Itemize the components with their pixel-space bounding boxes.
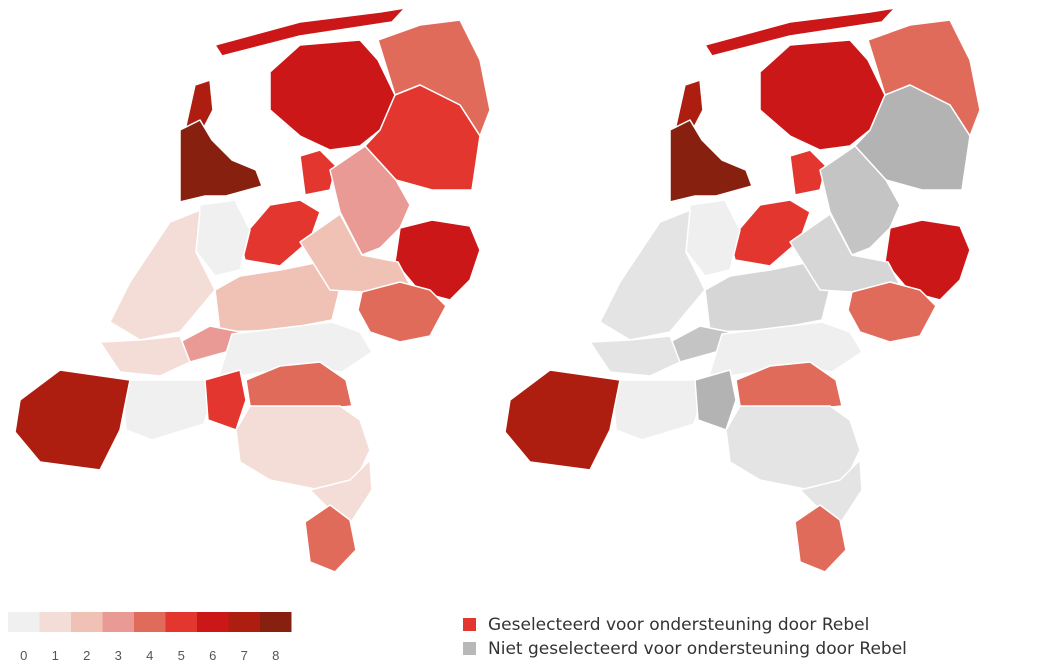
scale-label: 2 — [83, 648, 90, 663]
scale-label: 3 — [115, 648, 122, 663]
scale-label: 6 — [209, 648, 216, 663]
region — [794, 504, 847, 573]
region — [194, 199, 251, 277]
region — [99, 335, 191, 377]
legend-label: Geselecteerd voor ondersteuning door Reb… — [488, 615, 869, 635]
legend-swatch — [463, 642, 476, 655]
region — [235, 405, 371, 491]
scale-label: 1 — [52, 648, 59, 663]
region — [694, 369, 737, 431]
color-scale: 0 1 2 3 4 5 6 7 8 — [8, 612, 292, 663]
scale-cell — [165, 612, 197, 632]
scale-cell — [8, 612, 40, 632]
region — [364, 84, 481, 191]
region — [847, 281, 937, 343]
legend-label: Niet geselecteerd voor ondersteuning doo… — [488, 639, 907, 659]
region — [214, 7, 406, 57]
scale-label: 0 — [20, 648, 27, 663]
region — [669, 119, 753, 203]
region — [179, 119, 263, 203]
region — [725, 405, 861, 491]
region — [184, 79, 214, 136]
region — [204, 369, 247, 431]
legend-swatch — [463, 618, 476, 631]
region — [357, 281, 447, 343]
scale-cell — [228, 612, 260, 632]
scale-cell — [260, 612, 292, 632]
region — [14, 369, 131, 471]
region — [684, 199, 741, 277]
region — [704, 7, 896, 57]
region — [854, 84, 971, 191]
region — [299, 213, 411, 293]
scale-cell — [197, 612, 229, 632]
scale-label: 7 — [241, 648, 248, 663]
scale-cell — [134, 612, 166, 632]
region — [674, 79, 704, 136]
scale-label: 4 — [146, 648, 153, 663]
scale-cell — [39, 612, 71, 632]
region — [789, 213, 901, 293]
map-selected — [504, 7, 981, 573]
map-counts — [14, 7, 491, 573]
region — [589, 335, 681, 377]
scale-label: 5 — [178, 648, 185, 663]
scale-cell — [102, 612, 134, 632]
scale-cell — [71, 612, 103, 632]
legend: Geselecteerd voor ondersteuning door Reb… — [463, 615, 907, 659]
region — [504, 369, 621, 471]
scale-label: 8 — [272, 648, 279, 663]
region — [304, 504, 357, 573]
